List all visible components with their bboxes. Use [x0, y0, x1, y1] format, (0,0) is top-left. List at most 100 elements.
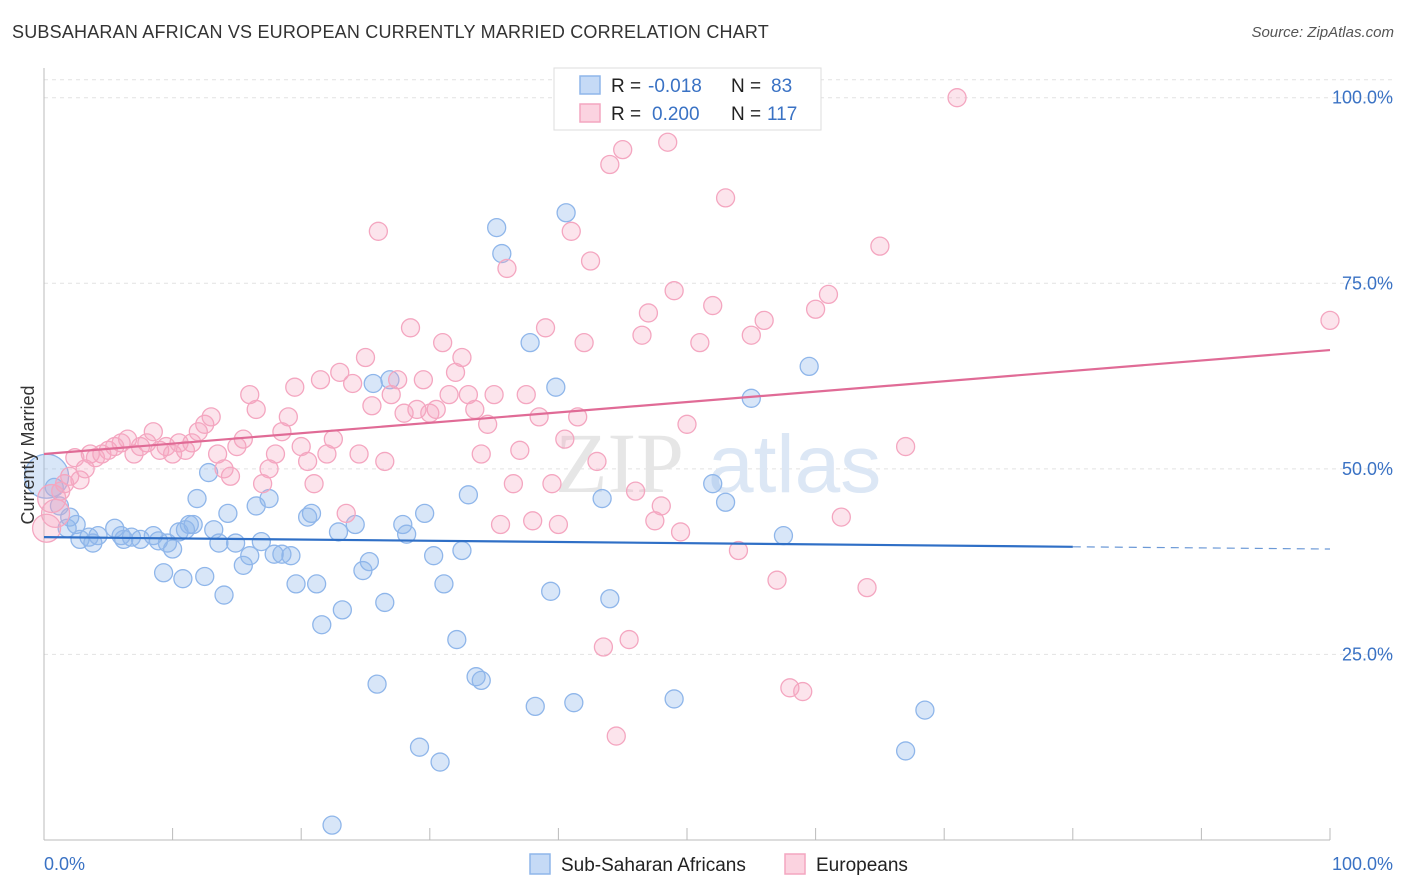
european-point [323, 429, 344, 449]
european-point [670, 522, 691, 542]
watermark-logo: ZIP atlas [555, 415, 881, 511]
european-point [503, 474, 524, 494]
european-point [857, 577, 877, 598]
sub-saharan-point [452, 540, 472, 561]
sub-saharan-point [487, 217, 507, 238]
sub-saharan-point [397, 524, 417, 544]
stats-n-value-pink: 117 [767, 104, 797, 125]
european-point [433, 333, 453, 353]
european-point [703, 295, 723, 316]
chart-title: SUBSAHARAN AFRICAN VS EUROPEAN CURRENTLY… [12, 22, 769, 42]
sub-saharan-point [799, 356, 819, 377]
european-point [574, 333, 594, 353]
source-note: Source: ZipAtlas.com [1251, 24, 1394, 41]
sub-saharan-point [541, 581, 561, 601]
european-point [741, 325, 761, 345]
sub-saharan-point [375, 592, 395, 613]
european-point [195, 414, 215, 434]
sub-saharan-point [233, 555, 253, 575]
watermark-atlas: atlas [708, 419, 881, 510]
stats-n-value-blue: 83 [771, 76, 792, 97]
stats-r-value-pink: 0.200 [652, 104, 700, 125]
european-point [947, 88, 967, 108]
european-point [568, 407, 588, 427]
european-point [535, 318, 556, 338]
sub-saharan-point [114, 529, 134, 550]
watermark-zip: ZIP [555, 415, 684, 511]
european-point [580, 251, 601, 271]
sub-saharan-point [471, 670, 491, 691]
sub-saharan-point [153, 563, 174, 583]
sub-saharan-point [409, 737, 430, 757]
stats-swatch-pink [579, 103, 601, 123]
european-point [478, 414, 498, 434]
european-point [658, 132, 678, 152]
european-point [632, 325, 652, 345]
european-point [690, 333, 710, 353]
european-point [593, 637, 614, 657]
x-tick-label-0: 0.0% [44, 854, 85, 874]
european-point [638, 303, 659, 323]
sub-saharan-point [393, 514, 413, 535]
european-point [484, 384, 504, 405]
sub-saharan-point [424, 546, 444, 566]
european-point [362, 396, 382, 416]
sub-saharan-point [312, 615, 332, 635]
sub-saharan-point [306, 574, 327, 594]
european-point [201, 407, 221, 427]
european-point [375, 451, 395, 472]
sub-saharan-point [367, 674, 387, 694]
sub-saharan-point [198, 462, 219, 483]
sub-saharan-point [556, 203, 576, 223]
european-point [805, 299, 826, 319]
european-point [715, 188, 736, 208]
european-point [143, 422, 163, 442]
sub-saharan-point [592, 488, 612, 509]
european-point [606, 726, 626, 746]
y-tick-label-25: 25.0% [1342, 644, 1393, 664]
european-point [297, 451, 318, 472]
european-point [40, 498, 71, 529]
sub-saharan-point [525, 696, 545, 717]
european-point [754, 310, 774, 331]
y-tick-label-75: 75.0% [1342, 273, 1393, 293]
stats-r-label-blue: R = [611, 76, 641, 97]
european-trend-line [43, 348, 1331, 456]
european-point [613, 140, 633, 160]
sub-saharan-point [240, 546, 260, 566]
european-point [413, 370, 434, 390]
sub-saharan-point [209, 533, 229, 553]
european-point [70, 470, 90, 490]
series-sub-saharan-points [23, 203, 935, 835]
sub-saharan-point [600, 589, 620, 609]
european-point [278, 407, 298, 427]
european-point [548, 514, 569, 535]
sub-saharan-point [466, 667, 486, 687]
sub-saharan-point [264, 544, 284, 564]
european-point [285, 377, 305, 397]
sub-saharan-trend-line [43, 536, 1073, 548]
y-tick-label-100: 100.0% [1332, 88, 1393, 108]
european-point [767, 570, 787, 590]
sub-saharan-point [162, 539, 183, 559]
european-point [220, 466, 241, 486]
y-tick-label-50: 50.0% [1342, 459, 1393, 479]
sub-saharan-point [173, 569, 193, 589]
sub-saharan-trend-extension [1072, 546, 1331, 550]
sub-saharan-point [915, 700, 935, 720]
sub-saharan-point [895, 741, 916, 761]
european-point [600, 154, 620, 175]
european-point [214, 459, 234, 479]
sub-saharan-point [328, 522, 349, 542]
european-point [870, 236, 890, 256]
sub-saharan-point [434, 574, 454, 594]
sub-saharan-point [332, 600, 353, 620]
european-point [471, 444, 491, 464]
european-point [895, 436, 916, 457]
stats-r-label-pink: R = [611, 104, 641, 125]
european-point [355, 347, 376, 368]
sub-saharan-point [715, 492, 736, 512]
sub-saharan-point [363, 373, 383, 394]
european-point [368, 221, 389, 241]
